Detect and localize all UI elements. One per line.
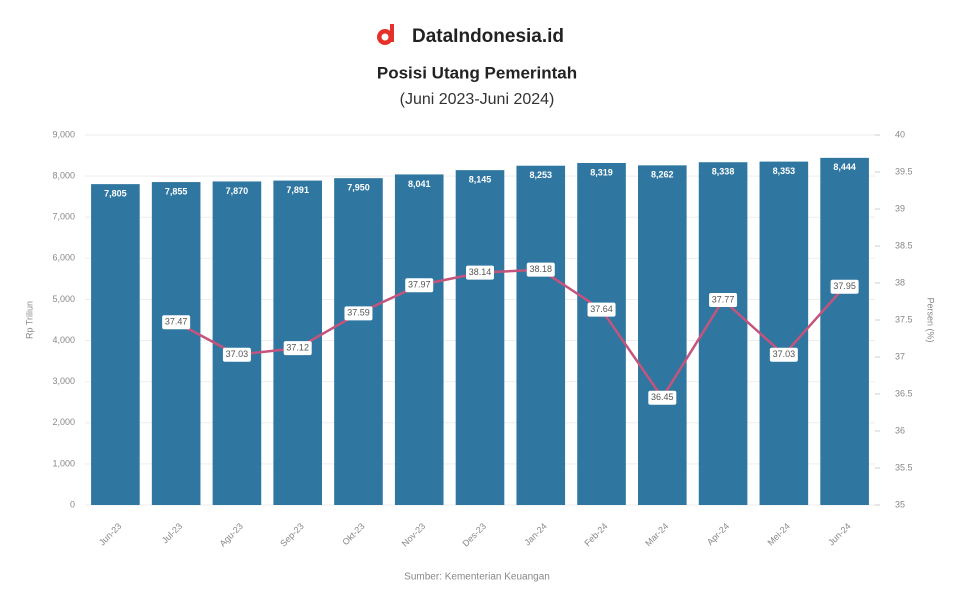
bar — [455, 170, 505, 505]
x-tick-label: Nov-23 — [400, 521, 428, 549]
y-tick-label: 7,000 — [52, 212, 75, 222]
line-label: 37.03 — [773, 349, 796, 359]
y-tick-label: 6,000 — [52, 253, 75, 263]
bar-label: 8,041 — [408, 179, 431, 189]
x-tick-label: Sep-23 — [278, 521, 306, 549]
line-label: 37.47 — [165, 317, 188, 327]
chart-subtitle: (Juni 2023-Juni 2024) — [400, 91, 555, 108]
line-label: 37.95 — [833, 281, 856, 291]
line-label-box — [587, 302, 616, 317]
y2-tick-label: 38 — [895, 277, 905, 287]
y-tick-label: 8,000 — [52, 170, 75, 180]
bar-label: 7,891 — [286, 185, 309, 195]
y2-tick-label: 35.5 — [895, 462, 913, 472]
bar — [516, 165, 566, 505]
line-label-box — [526, 262, 555, 277]
bar-label: 7,805 — [104, 189, 127, 199]
line-label: 36.45 — [651, 392, 674, 402]
y2-tick-label: 40 — [895, 129, 905, 139]
line-label-box — [283, 341, 312, 356]
bar — [151, 182, 201, 506]
line-label-box — [344, 306, 373, 321]
line-label-box — [709, 293, 738, 308]
bar — [638, 165, 687, 505]
y2-tick-label: 36 — [895, 425, 905, 435]
y-tick-label: 5,000 — [52, 294, 75, 304]
line-label-box — [466, 265, 494, 280]
x-tick-label: Apr-24 — [705, 521, 731, 547]
y2-tick-label: 39.5 — [895, 166, 913, 176]
x-tick-label: Mei-24 — [765, 521, 792, 548]
bar — [212, 181, 262, 505]
logo — [377, 24, 394, 45]
bar-label: 8,338 — [712, 167, 735, 177]
bar-label: 7,855 — [165, 186, 188, 196]
line-label: 37.64 — [590, 304, 613, 314]
line-label: 37.77 — [712, 294, 735, 304]
bar-label: 8,262 — [651, 170, 674, 180]
x-tick-label: Okt-23 — [340, 521, 366, 547]
y2-tick-label: 37 — [895, 351, 905, 361]
y2-tick-label: 37.5 — [895, 314, 913, 324]
bar-label: 7,950 — [347, 183, 370, 193]
y-tick-label: 0 — [70, 499, 75, 509]
x-tick-label: Feb-24 — [582, 521, 609, 548]
x-tick-label: Agu-23 — [217, 521, 245, 549]
y-axis-title: Rp Triliun — [24, 301, 34, 339]
line-label: 37.12 — [286, 342, 309, 352]
bar-label: 8,145 — [469, 175, 492, 185]
line-label: 37.97 — [408, 280, 431, 290]
chart-title: Posisi Utang Pemerintah — [377, 63, 577, 82]
bar-label: 8,353 — [773, 166, 796, 176]
y-tick-label: 2,000 — [52, 417, 75, 427]
line-label-box — [405, 278, 434, 293]
y-tick-label: 1,000 — [52, 458, 75, 468]
line-label: 37.03 — [226, 349, 249, 359]
x-tick-label: Jun-24 — [826, 521, 853, 548]
line-label-box — [830, 279, 859, 294]
line-label: 38.14 — [469, 267, 492, 277]
y-tick-label: 4,000 — [52, 335, 75, 345]
x-tick-label: Jul-23 — [160, 521, 184, 545]
y2-axis-title: Persen (%) — [926, 297, 936, 342]
line-label: 37.59 — [347, 308, 370, 318]
bar — [91, 184, 140, 505]
bar-label: 7,870 — [226, 186, 249, 196]
bar — [334, 178, 383, 505]
bar-label: 8,253 — [530, 170, 553, 180]
bar — [698, 162, 748, 505]
y2-tick-label: 36.5 — [895, 388, 913, 398]
source: Sumber: Kementerian Keuangan — [404, 572, 550, 583]
y2-tick-label: 38.5 — [895, 240, 913, 250]
x-tick-label: Jun-23 — [97, 521, 124, 548]
line-label-box — [162, 315, 191, 330]
line-label-box — [648, 390, 677, 405]
bar-label: 8,319 — [590, 167, 613, 177]
brand: DataIndonesia.id — [412, 26, 564, 47]
y2-tick-label: 35 — [895, 499, 905, 509]
line-label: 38.18 — [530, 264, 553, 274]
bar — [820, 157, 869, 505]
x-tick-label: Des-23 — [461, 521, 489, 549]
y2-tick-label: 39 — [895, 203, 905, 213]
y-tick-label: 9,000 — [52, 129, 75, 139]
x-tick-label: Jan-24 — [522, 521, 549, 548]
line-label-box — [769, 347, 798, 362]
line-label-box — [222, 347, 251, 362]
bar-label: 8,444 — [833, 162, 856, 172]
x-tick-label: Mar-24 — [643, 521, 670, 548]
bar — [394, 174, 444, 506]
y-tick-label: 3,000 — [52, 376, 75, 386]
bar — [759, 161, 809, 506]
